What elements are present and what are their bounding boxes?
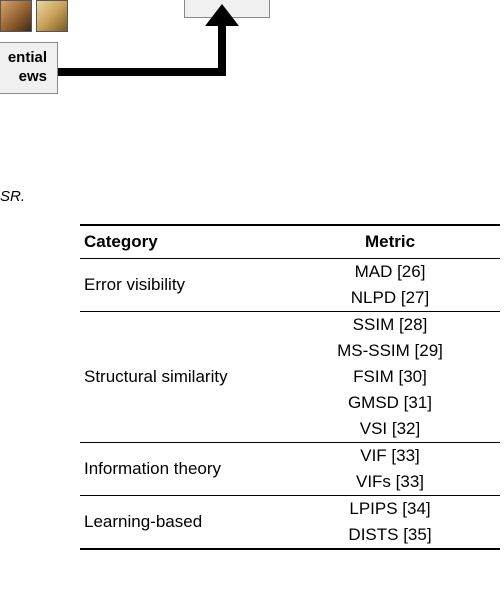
metric-cell: VIFs [33] bbox=[280, 469, 500, 496]
metric-cell: LPIPS [34] bbox=[280, 496, 500, 523]
connector-horizontal bbox=[58, 68, 218, 76]
table-row: Learning-basedLPIPS [34] bbox=[80, 496, 500, 523]
diagram-label-line: ews bbox=[0, 68, 47, 87]
metrics-table: Category Metric Error visibilityMAD [26]… bbox=[80, 224, 500, 550]
metric-cell: VSI [32] bbox=[280, 416, 500, 443]
metric-cell: NLPD [27] bbox=[280, 285, 500, 312]
diagram-label-line: ential bbox=[0, 49, 47, 68]
metric-cell: FSIM [30] bbox=[280, 364, 500, 390]
table-row: Information theoryVIF [33] bbox=[80, 443, 500, 470]
category-cell: Error visibility bbox=[80, 259, 280, 312]
category-cell: Structural similarity bbox=[80, 312, 280, 443]
metric-cell: MAD [26] bbox=[280, 259, 500, 286]
col-header-metric: Metric bbox=[280, 225, 500, 259]
metrics-table-wrap: Category Metric Error visibilityMAD [26]… bbox=[80, 224, 500, 550]
metric-cell: SSIM [28] bbox=[280, 312, 500, 339]
metric-cell: MS-SSIM [29] bbox=[280, 338, 500, 364]
thumbnail-image bbox=[0, 0, 32, 32]
metric-cell: GMSD [31] bbox=[280, 390, 500, 416]
diagram-label-box-left: ential ews bbox=[0, 42, 58, 94]
metric-cell: DISTS [35] bbox=[280, 522, 500, 549]
table-row: Structural similaritySSIM [28] bbox=[80, 312, 500, 339]
metric-cell: VIF [33] bbox=[280, 443, 500, 470]
connector-vertical bbox=[218, 18, 226, 76]
thumbnail-image bbox=[36, 0, 68, 32]
figure-caption-fragment: SR. bbox=[0, 188, 25, 205]
arrowhead-icon bbox=[205, 4, 239, 26]
col-header-category: Category bbox=[80, 225, 280, 259]
table-row: Error visibilityMAD [26] bbox=[80, 259, 500, 286]
category-cell: Learning-based bbox=[80, 496, 280, 550]
diagram-fragment: ential ews bbox=[0, 0, 504, 150]
category-cell: Information theory bbox=[80, 443, 280, 496]
table-header-row: Category Metric bbox=[80, 225, 500, 259]
thumbnail-strip bbox=[0, 0, 68, 32]
